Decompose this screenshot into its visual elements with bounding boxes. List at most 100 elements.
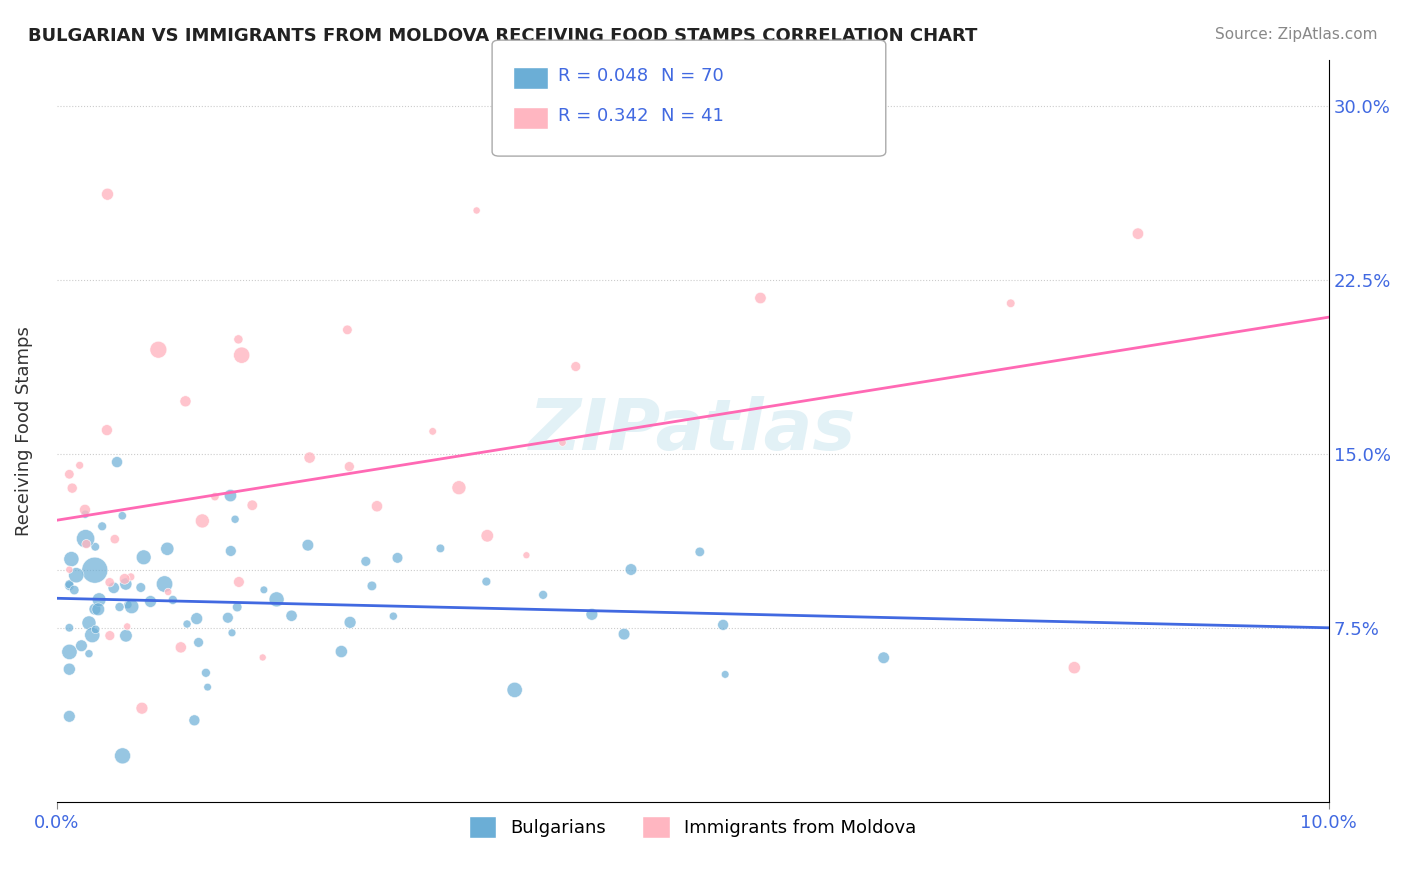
- Point: [58, 645, 80, 659]
- Text: R = 0.342: R = 0.342: [558, 107, 648, 125]
- Point: [75, 507, 97, 521]
- Point: [60, 481, 83, 495]
- Point: [298, 450, 321, 465]
- Point: [330, 644, 353, 658]
- Y-axis label: Receiving Food Stamps: Receiving Food Stamps: [15, 326, 32, 536]
- Point: [186, 612, 208, 626]
- Point: [475, 574, 498, 589]
- Point: [96, 423, 118, 437]
- Point: [219, 544, 242, 558]
- Point: [121, 599, 143, 614]
- Point: [714, 667, 737, 681]
- Point: [465, 203, 488, 218]
- Point: [58, 662, 80, 676]
- Point: [129, 581, 152, 595]
- Point: [503, 682, 526, 697]
- Point: [447, 481, 470, 495]
- Point: [63, 582, 86, 597]
- Point: [58, 563, 80, 577]
- Point: [111, 508, 134, 523]
- Point: [96, 187, 118, 202]
- Point: [98, 629, 121, 643]
- Text: N = 41: N = 41: [661, 107, 724, 125]
- Point: [339, 615, 361, 630]
- Point: [354, 554, 377, 568]
- Point: [105, 455, 128, 469]
- Point: [58, 467, 80, 482]
- Point: [98, 575, 121, 590]
- Point: [60, 552, 83, 566]
- Point: [91, 519, 114, 533]
- Point: [156, 541, 179, 556]
- Point: [197, 680, 219, 694]
- Point: [58, 577, 80, 591]
- Point: [82, 628, 104, 642]
- Point: [58, 621, 80, 635]
- Point: [187, 635, 209, 649]
- Text: R = 0.048: R = 0.048: [558, 67, 648, 85]
- Point: [83, 563, 105, 577]
- Text: BULGARIAN VS IMMIGRANTS FROM MOLDOVA RECEIVING FOOD STAMPS CORRELATION CHART: BULGARIAN VS IMMIGRANTS FROM MOLDOVA REC…: [28, 27, 977, 45]
- Point: [565, 359, 588, 374]
- Point: [872, 650, 894, 665]
- Point: [103, 581, 125, 595]
- Point: [132, 550, 155, 565]
- Point: [176, 617, 198, 632]
- Point: [120, 570, 142, 584]
- Point: [108, 600, 131, 615]
- Point: [366, 500, 388, 514]
- Point: [224, 512, 246, 526]
- Point: [531, 588, 554, 602]
- Point: [422, 425, 444, 439]
- Point: [711, 618, 734, 632]
- Point: [77, 615, 100, 630]
- Point: [65, 568, 87, 582]
- Point: [114, 572, 136, 586]
- Text: N = 70: N = 70: [661, 67, 724, 85]
- Point: [231, 348, 253, 362]
- Text: Source: ZipAtlas.com: Source: ZipAtlas.com: [1215, 27, 1378, 42]
- Point: [157, 585, 180, 599]
- Point: [1063, 660, 1085, 674]
- Point: [252, 650, 274, 665]
- Point: [382, 609, 405, 624]
- Point: [226, 600, 249, 615]
- Point: [297, 538, 319, 552]
- Point: [253, 582, 276, 597]
- Point: [139, 594, 162, 608]
- Point: [1126, 227, 1149, 241]
- Point: [219, 489, 242, 503]
- Point: [174, 394, 197, 409]
- Point: [69, 458, 91, 473]
- Point: [191, 514, 214, 528]
- Point: [58, 709, 80, 723]
- Point: [620, 562, 643, 576]
- Point: [194, 665, 217, 680]
- Point: [87, 592, 110, 607]
- Point: [115, 619, 138, 633]
- Point: [73, 503, 96, 517]
- Legend: Bulgarians, Immigrants from Moldova: Bulgarians, Immigrants from Moldova: [463, 809, 924, 846]
- Point: [689, 545, 711, 559]
- Point: [75, 532, 97, 546]
- Point: [204, 490, 226, 504]
- Point: [429, 541, 451, 556]
- Point: [70, 639, 93, 653]
- Point: [84, 602, 107, 616]
- Point: [228, 574, 250, 589]
- Point: [170, 640, 193, 655]
- Point: [477, 529, 499, 543]
- Point: [336, 323, 359, 337]
- Point: [387, 550, 409, 565]
- Point: [581, 607, 603, 622]
- Point: [280, 608, 302, 623]
- Point: [75, 537, 97, 551]
- Point: [515, 548, 537, 562]
- Point: [58, 579, 80, 593]
- Point: [183, 714, 205, 728]
- Point: [87, 602, 110, 616]
- Point: [228, 332, 250, 346]
- Point: [77, 647, 100, 661]
- Point: [131, 701, 153, 715]
- Point: [148, 343, 170, 357]
